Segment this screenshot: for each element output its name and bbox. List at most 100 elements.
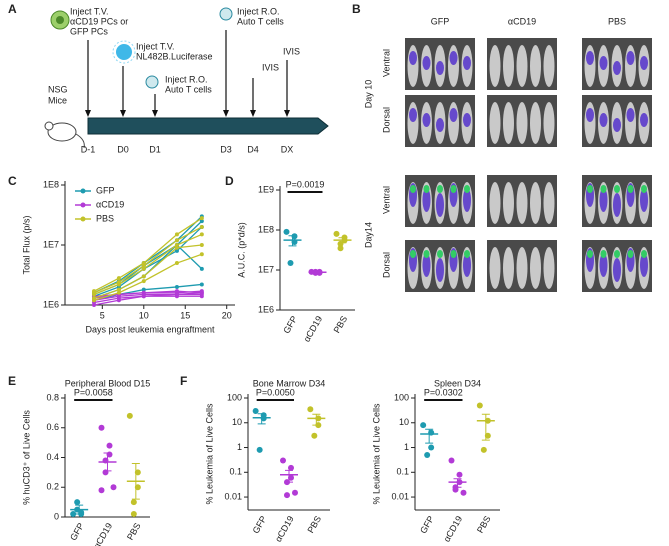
event-text: Auto T cells bbox=[237, 16, 284, 26]
data-point bbox=[283, 228, 290, 235]
legend-marker bbox=[80, 216, 86, 222]
series-point bbox=[174, 238, 179, 243]
legend-label: PBS bbox=[96, 213, 114, 223]
signal-hot bbox=[423, 250, 430, 258]
day-label: D1 bbox=[149, 144, 161, 154]
error-bar bbox=[131, 462, 140, 500]
signal bbox=[463, 56, 471, 70]
event-text: GFP PCs bbox=[70, 26, 108, 36]
data-point bbox=[70, 511, 77, 518]
event-text: IVIS bbox=[283, 46, 300, 56]
series-point bbox=[199, 243, 204, 247]
series-point bbox=[174, 245, 179, 250]
signal-hot bbox=[437, 250, 443, 258]
mouse bbox=[543, 182, 555, 224]
x-tick-label: GFP bbox=[281, 314, 299, 335]
data-point bbox=[424, 451, 431, 458]
signal bbox=[599, 56, 608, 70]
event-text: Inject T.V. bbox=[70, 6, 109, 16]
series-point bbox=[174, 289, 179, 294]
x-tick-label: PBS bbox=[475, 514, 493, 535]
mouse bbox=[489, 102, 501, 144]
x-axis-label: Days post leukemia engraftment bbox=[85, 324, 215, 334]
error-bar bbox=[425, 428, 434, 444]
view-label: Dorsal bbox=[381, 252, 391, 278]
y-tick-label: 0.2 bbox=[46, 482, 59, 492]
data-point bbox=[284, 492, 290, 499]
series-point bbox=[116, 298, 121, 303]
data-point bbox=[280, 457, 286, 464]
signal-hot bbox=[627, 185, 634, 193]
x-tick-label: αCD19 bbox=[92, 521, 115, 546]
series-point bbox=[141, 263, 146, 268]
y-tick-label: 100 bbox=[394, 392, 409, 402]
data-point bbox=[130, 499, 137, 506]
signal-hot bbox=[587, 185, 593, 193]
y-tick-label: 0.1 bbox=[229, 467, 242, 477]
y-tick-label: 1 bbox=[404, 442, 409, 452]
legend-marker bbox=[80, 188, 86, 194]
signal bbox=[422, 188, 431, 212]
y-tick-label: 0.6 bbox=[46, 422, 59, 432]
y-tick-label: 0.1 bbox=[396, 467, 409, 477]
signal bbox=[599, 188, 608, 212]
mouse bbox=[543, 102, 555, 144]
p-value: P=0.0302 bbox=[424, 387, 463, 397]
signal-hot bbox=[614, 250, 620, 258]
y-tick-label: 0.4 bbox=[46, 452, 59, 462]
panel-label: B bbox=[352, 2, 361, 16]
mouse bbox=[503, 182, 514, 224]
series-point bbox=[174, 294, 179, 299]
event-text: IVIS bbox=[262, 62, 279, 72]
series-point bbox=[174, 284, 179, 289]
mouse bbox=[516, 247, 528, 289]
y-tick-label: 1E7 bbox=[43, 239, 59, 249]
event-text: Inject R.O. bbox=[165, 74, 208, 84]
signal bbox=[449, 51, 458, 65]
series-point bbox=[141, 261, 146, 266]
signal bbox=[599, 253, 608, 277]
error-bar bbox=[312, 413, 321, 426]
mouse bbox=[516, 45, 528, 87]
data-point bbox=[476, 402, 483, 409]
data-point bbox=[98, 487, 105, 494]
data-point bbox=[333, 230, 340, 237]
x-tick-label: GFP bbox=[251, 514, 269, 535]
signal-hot bbox=[437, 185, 443, 193]
chart-title: Bone Marrow D34 bbox=[253, 378, 326, 388]
cell-icons bbox=[50, 7, 233, 89]
panel-label: E bbox=[8, 374, 16, 388]
chart-title: Peripheral Blood D15 bbox=[65, 378, 151, 388]
event-text: αCD19 PCs or bbox=[70, 16, 128, 26]
signal-hot bbox=[641, 185, 647, 193]
series-point bbox=[141, 274, 146, 279]
signal-hot bbox=[614, 185, 620, 193]
series-line bbox=[93, 217, 203, 292]
y-axis-label: % huCD3⁺ of Live Cells bbox=[21, 410, 31, 505]
signal bbox=[422, 253, 431, 277]
signal bbox=[422, 113, 431, 127]
panel-label: C bbox=[8, 174, 17, 188]
day-label: D4 bbox=[247, 144, 259, 154]
y-axis-label: % Leukemia of Live Cells bbox=[371, 403, 381, 505]
signal-hot bbox=[600, 250, 607, 258]
chart-title: Spleen D34 bbox=[434, 378, 481, 388]
error-bar bbox=[453, 478, 462, 488]
series-point bbox=[116, 282, 121, 287]
data-point bbox=[420, 422, 427, 429]
y-tick-label: 0.8 bbox=[46, 392, 59, 402]
x-tick-label: PBS bbox=[332, 314, 350, 335]
x-tick-label: αCD19 bbox=[302, 314, 325, 343]
signal-hot bbox=[587, 250, 593, 258]
data-point bbox=[292, 489, 298, 496]
timepoint-label: Day14 bbox=[363, 222, 373, 248]
view-label: Ventral bbox=[381, 49, 391, 77]
y-tick-label: 0.01 bbox=[391, 491, 409, 501]
signal bbox=[613, 258, 621, 282]
series-point bbox=[199, 290, 204, 295]
y-tick-label: 10 bbox=[232, 417, 242, 427]
data-point bbox=[307, 406, 314, 413]
panel-label: F bbox=[180, 374, 187, 388]
